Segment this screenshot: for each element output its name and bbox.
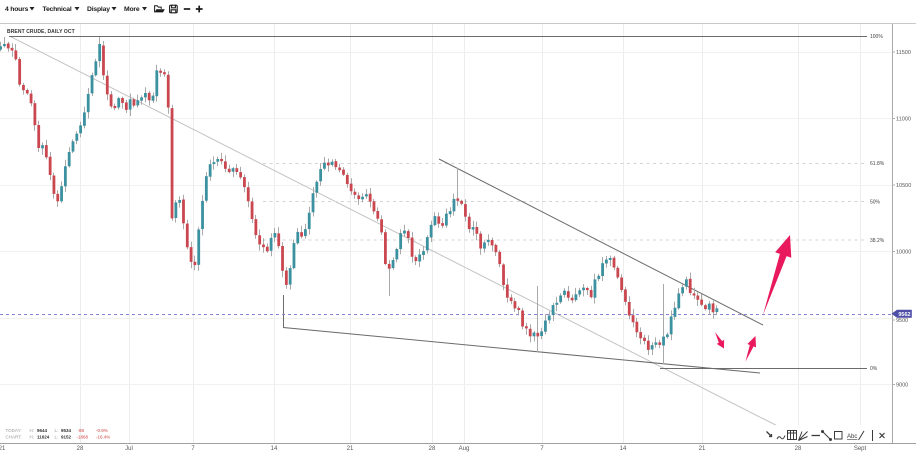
svg-text:9152: 9152 [61,435,72,440]
svg-text:100%: 100% [870,34,883,40]
svg-text:21: 21 [699,446,706,452]
svg-text:9562: 9562 [898,312,910,318]
svg-text:14: 14 [620,446,627,452]
svg-text:Technical: Technical [43,6,72,13]
svg-text:9000: 9000 [896,383,908,389]
svg-text:10500: 10500 [896,183,911,189]
svg-text:7: 7 [191,446,195,452]
svg-text:H:: H: [30,435,35,440]
svg-text:L:: L: [55,435,59,440]
svg-text:-1868: -1868 [77,435,89,440]
svg-text:21: 21 [347,446,354,452]
svg-text:11000: 11000 [896,117,911,123]
svg-text:4 hours: 4 hours [5,6,29,13]
svg-text:Sept: Sept [854,446,867,452]
svg-text:-16.4%: -16.4% [96,435,110,440]
svg-text:TODAY:: TODAY: [6,428,22,433]
svg-text:Jul: Jul [125,446,133,452]
svg-text:38.2%: 38.2% [870,238,885,244]
svg-text:-0.9%: -0.9% [96,428,108,433]
svg-text:11500: 11500 [896,50,911,56]
svg-text:0%: 0% [870,366,878,372]
svg-text:50%: 50% [870,200,881,206]
svg-text:BRENT CRUDE, DAILY OCT: BRENT CRUDE, DAILY OCT [7,29,75,35]
svg-text:21: 21 [0,446,6,452]
svg-text:-88: -88 [78,428,85,433]
svg-text:10000: 10000 [896,250,911,256]
svg-text:CHART:: CHART: [6,435,22,440]
svg-text:Abc: Abc [847,434,857,440]
svg-text:28: 28 [77,446,84,452]
svg-text:28: 28 [429,446,436,452]
svg-text:Aug: Aug [459,446,470,452]
svg-text:14: 14 [271,446,278,452]
svg-text:61.8%: 61.8% [870,161,885,167]
svg-text:H:: H: [30,428,35,433]
svg-text:9500: 9500 [896,318,908,324]
svg-text:Display: Display [87,6,110,13]
svg-text:28: 28 [795,446,802,452]
svg-text:9534: 9534 [61,428,72,433]
svg-text:7: 7 [540,446,544,452]
svg-text:11624: 11624 [37,435,50,440]
svg-text:9644: 9644 [37,428,48,433]
svg-text:More: More [124,6,140,13]
svg-text:L:: L: [55,428,59,433]
